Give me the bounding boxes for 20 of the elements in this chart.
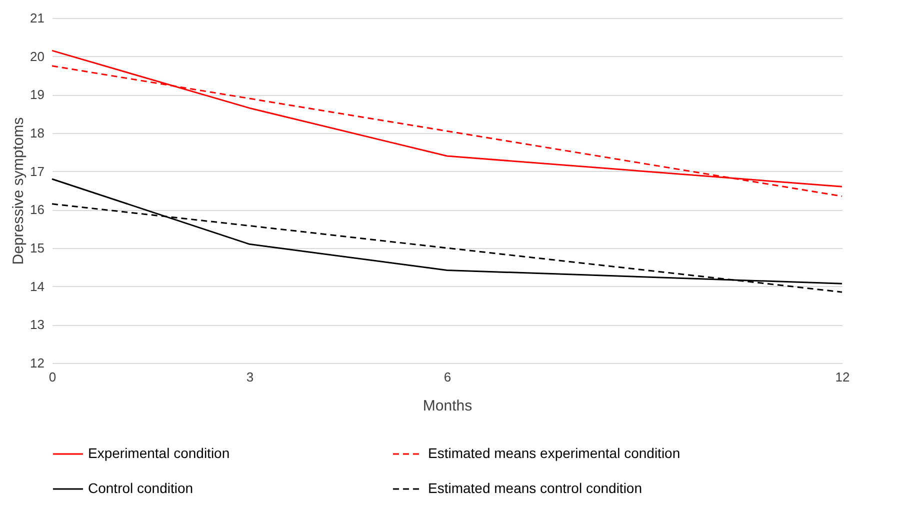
- y-tick-label: 19: [30, 87, 44, 102]
- x-tick-label: 12: [835, 370, 850, 384]
- y-tick-label: 16: [30, 202, 44, 218]
- y-axis-title: Depressive symptoms: [10, 117, 28, 265]
- y-tick-label: 20: [30, 48, 44, 64]
- legend-label: Control condition: [88, 480, 194, 496]
- legend-label: Estimated means control condition: [428, 480, 642, 496]
- y-tick-label: 12: [30, 356, 44, 370]
- legend-label: Estimated means experimental condition: [428, 445, 680, 461]
- y-tick-label: 21: [30, 10, 44, 26]
- x-tick-label: 6: [444, 370, 452, 384]
- y-tick-label: 15: [30, 240, 44, 256]
- y-tick-label: 13: [30, 317, 44, 332]
- y-tick-label: 18: [30, 126, 44, 140]
- x-tick-label: 3: [246, 370, 254, 384]
- x-tick-label: 0: [48, 370, 56, 384]
- y-tick-label: 17: [30, 164, 44, 179]
- y-tick-label: 14: [30, 278, 44, 294]
- x-axis-title: Months: [422, 398, 472, 414]
- legend-label: Experimental condition: [88, 445, 230, 461]
